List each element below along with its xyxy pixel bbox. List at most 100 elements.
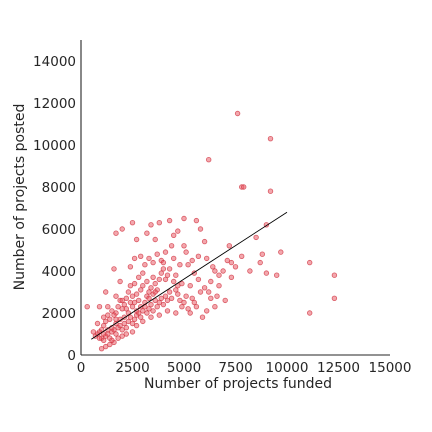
data-point [162, 293, 169, 299]
data-point [183, 249, 189, 255]
data-point [177, 297, 183, 304]
data-point [156, 276, 162, 283]
data-point [90, 329, 97, 335]
data-point [113, 316, 119, 322]
data-point [119, 226, 125, 232]
data-point [226, 243, 232, 249]
y-tick-label: 10000 [33, 138, 76, 154]
data-point [140, 308, 146, 314]
data-point [232, 264, 239, 270]
data-point [212, 268, 218, 274]
data-point [146, 289, 152, 295]
data-point [173, 287, 179, 293]
data-point [123, 325, 129, 331]
data-point [181, 215, 187, 222]
data-point [131, 299, 138, 306]
data-point [96, 304, 103, 310]
data-point [94, 320, 101, 327]
data-point [193, 217, 200, 224]
data-point [148, 222, 154, 228]
data-point [117, 322, 123, 329]
x-tick-label: 10000 [266, 360, 309, 376]
data-point [228, 259, 235, 266]
data-point [137, 253, 144, 259]
data-point [152, 280, 158, 287]
data-point [133, 322, 140, 329]
x-axis-label: Number of projects funded [144, 376, 332, 392]
data-point [123, 331, 129, 337]
x-tick-label: 12500 [317, 360, 360, 376]
data-point [96, 335, 103, 341]
data-point [113, 293, 119, 299]
data-point [119, 333, 125, 339]
data-point [195, 276, 202, 283]
data-point [189, 295, 195, 301]
data-point [100, 322, 107, 329]
data-point [140, 283, 146, 289]
data-point [160, 259, 167, 266]
data-point [129, 304, 136, 310]
data-point [201, 238, 208, 245]
data-point [156, 219, 162, 226]
data-point [84, 304, 90, 310]
data-point [146, 295, 152, 301]
data-point [331, 295, 338, 301]
data-point [125, 289, 132, 295]
data-point [127, 314, 134, 320]
x-tick-label: 15000 [369, 360, 412, 376]
data-point [142, 262, 148, 268]
data-point [131, 255, 138, 262]
data-point [109, 337, 115, 343]
data-point [175, 228, 181, 234]
data-point [222, 297, 228, 304]
y-tick-label: 14000 [33, 54, 76, 70]
data-point [210, 264, 216, 270]
data-point [156, 312, 162, 318]
data-point [267, 188, 274, 194]
data-point [238, 253, 245, 259]
data-point [195, 253, 202, 259]
data-point [158, 270, 164, 276]
data-point [185, 306, 191, 312]
data-point [181, 299, 187, 306]
data-point [113, 331, 119, 337]
y-tick-label: 6000 [42, 222, 76, 238]
data-point [125, 318, 132, 325]
data-point [137, 314, 144, 320]
data-point [150, 308, 156, 314]
data-point [111, 266, 117, 272]
data-point [146, 255, 152, 262]
y-tick-label: 8000 [42, 180, 76, 196]
data-point [253, 234, 259, 241]
data-point [197, 289, 204, 295]
data-point [173, 272, 179, 278]
data-point [107, 316, 113, 322]
data-point [191, 299, 197, 306]
data-point [183, 293, 189, 299]
y-tick-label: 4000 [42, 264, 76, 280]
data-point [199, 314, 206, 320]
data-point [177, 262, 183, 268]
data-point [102, 289, 109, 295]
data-point [102, 318, 109, 325]
data-point [137, 287, 144, 293]
data-point [224, 257, 230, 264]
data-point [127, 283, 134, 289]
data-point [201, 285, 208, 291]
data-point [168, 243, 175, 249]
data-point [98, 346, 105, 352]
data-point [144, 230, 150, 236]
data-point [162, 276, 169, 283]
data-point [121, 301, 127, 308]
data-point [197, 226, 204, 232]
data-point [187, 283, 193, 289]
data-point [111, 312, 117, 318]
data-point [208, 295, 214, 301]
data-point [156, 299, 162, 306]
data-point [140, 270, 146, 276]
data-point [331, 272, 338, 278]
x-tick-label: 0 [77, 360, 86, 376]
data-point [135, 297, 142, 304]
data-point [193, 304, 200, 310]
